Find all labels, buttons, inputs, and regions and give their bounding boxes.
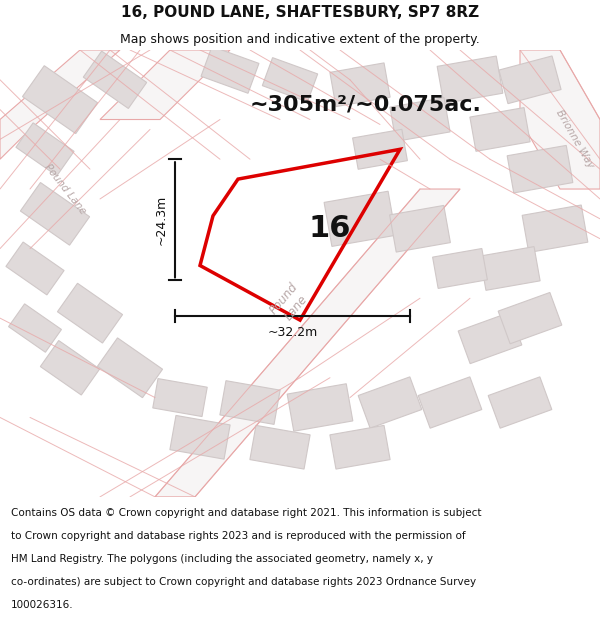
Polygon shape [58, 283, 122, 343]
Text: co-ordinates) are subject to Crown copyright and database rights 2023 Ordnance S: co-ordinates) are subject to Crown copyr… [11, 577, 476, 587]
Polygon shape [437, 56, 503, 104]
Polygon shape [390, 98, 450, 141]
Polygon shape [8, 304, 61, 352]
Text: 16, POUND LANE, SHAFTESBURY, SP7 8RZ: 16, POUND LANE, SHAFTESBURY, SP7 8RZ [121, 5, 479, 20]
Text: to Crown copyright and database rights 2023 and is reproduced with the permissio: to Crown copyright and database rights 2… [11, 531, 466, 541]
Polygon shape [480, 247, 540, 291]
Polygon shape [201, 46, 259, 93]
Polygon shape [0, 50, 120, 159]
Polygon shape [418, 377, 482, 428]
Polygon shape [330, 426, 390, 469]
Polygon shape [97, 338, 163, 398]
Polygon shape [153, 379, 207, 416]
Text: 100026316.: 100026316. [11, 600, 73, 610]
Polygon shape [83, 51, 147, 109]
Polygon shape [498, 292, 562, 344]
Polygon shape [522, 205, 588, 252]
Polygon shape [170, 416, 230, 459]
Polygon shape [155, 189, 460, 497]
Text: Contains OS data © Crown copyright and database right 2021. This information is : Contains OS data © Crown copyright and d… [11, 508, 481, 518]
Polygon shape [507, 146, 573, 193]
Polygon shape [262, 58, 317, 102]
Text: ~24.3m: ~24.3m [155, 195, 167, 245]
Text: Map shows position and indicative extent of the property.: Map shows position and indicative extent… [120, 34, 480, 46]
Polygon shape [389, 206, 451, 252]
Polygon shape [287, 384, 353, 431]
Polygon shape [100, 50, 230, 119]
Polygon shape [520, 50, 600, 189]
Polygon shape [20, 182, 89, 245]
Text: Pound Lane: Pound Lane [43, 162, 88, 216]
Text: Pound
Lane: Pound Lane [268, 280, 313, 326]
Polygon shape [324, 191, 396, 246]
Polygon shape [220, 381, 280, 424]
Polygon shape [499, 56, 561, 104]
Text: ~305m²/~0.075ac.: ~305m²/~0.075ac. [250, 94, 482, 114]
Polygon shape [433, 249, 487, 288]
Polygon shape [330, 63, 390, 107]
Polygon shape [40, 341, 100, 395]
Polygon shape [22, 66, 98, 134]
Polygon shape [458, 312, 522, 364]
Text: HM Land Registry. The polygons (including the associated geometry, namely x, y: HM Land Registry. The polygons (includin… [11, 554, 433, 564]
Polygon shape [470, 107, 530, 151]
Polygon shape [358, 377, 422, 428]
Polygon shape [6, 242, 64, 295]
Text: ~32.2m: ~32.2m [268, 326, 317, 339]
Text: 16: 16 [309, 214, 351, 243]
Polygon shape [488, 377, 552, 428]
Polygon shape [16, 123, 74, 176]
Polygon shape [353, 129, 407, 169]
Polygon shape [250, 426, 310, 469]
Text: Brionne Way: Brionne Way [554, 109, 596, 170]
